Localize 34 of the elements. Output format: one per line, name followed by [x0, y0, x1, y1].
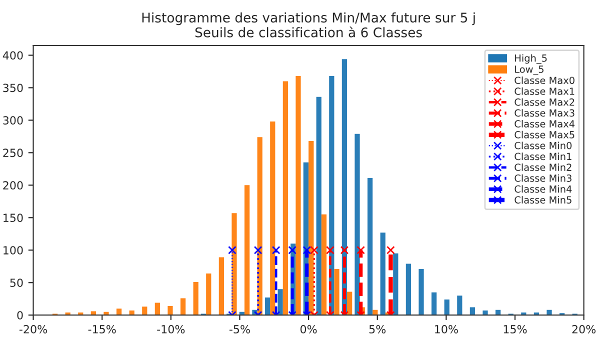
- y-tick-label: 150: [4, 214, 23, 222]
- x-tick-label: 10%: [435, 325, 458, 334]
- legend-label: Classe Min2: [514, 163, 572, 171]
- x-tick-label: -10%: [157, 325, 185, 334]
- chart-subtitle: Seuils de classification à 6 Classes: [195, 26, 422, 38]
- legend-label: Classe Max2: [514, 98, 574, 106]
- x-tick-label: 5%: [369, 325, 386, 334]
- y-tick-label: 200: [3, 181, 23, 190]
- legend-label: High_5: [515, 54, 547, 64]
- legend-label: Classe Min5: [514, 196, 572, 204]
- x-tick-label: -15%: [88, 325, 116, 334]
- x-tick-label: 15%: [504, 325, 527, 334]
- legend-label: Classe Max1: [514, 87, 574, 95]
- y-tick-label: 350: [3, 84, 23, 92]
- x-tick-label: 0%: [300, 325, 317, 334]
- legend-label: Classe Min0: [514, 142, 572, 150]
- legend-label: Classe Max0: [514, 76, 574, 84]
- chart-title: Histogramme des variations Min/Max future sur 5 j: [142, 12, 475, 26]
- legend-label: Low_5: [515, 66, 544, 76]
- y-tick-label: 100: [4, 246, 23, 255]
- x-tick-label: 20%: [572, 325, 596, 334]
- x-tick-label: -5%: [229, 325, 250, 334]
- legend-label: Classe Max3: [514, 109, 574, 117]
- y-tick-label: 400: [2, 51, 23, 60]
- y-tick-label: 300: [3, 116, 23, 125]
- y-tick-label: 50: [10, 278, 23, 287]
- legend-label: Classe Max5: [514, 130, 574, 138]
- legend-label: Classe Min3: [514, 174, 572, 182]
- legend-label: Classe Min4: [514, 185, 572, 193]
- legend-label: Classe Max4: [514, 120, 575, 128]
- y-tick-label: 250: [3, 148, 23, 158]
- y-tick-label: 0: [17, 311, 23, 320]
- legend-label: Classe Min1: [514, 152, 572, 160]
- x-tick-label: -20%: [19, 325, 48, 334]
